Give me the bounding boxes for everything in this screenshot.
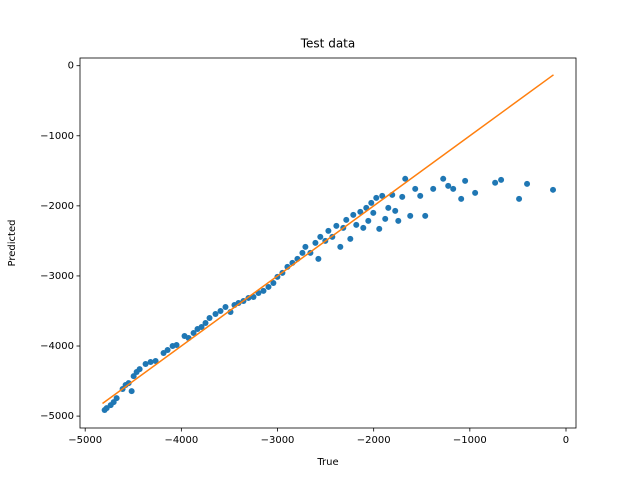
y-tick-label: −4000 — [40, 341, 74, 352]
point — [412, 185, 419, 192]
point — [422, 212, 429, 219]
point — [317, 233, 324, 240]
y-tick-label: −5000 — [40, 411, 74, 422]
x-tick-label: −5000 — [68, 435, 102, 446]
point — [392, 207, 399, 214]
point — [550, 186, 557, 193]
x-axis-label: True — [316, 457, 338, 468]
point — [368, 199, 375, 206]
point — [260, 287, 267, 294]
point — [399, 193, 406, 200]
x-tick-label: −3000 — [261, 435, 295, 446]
point — [445, 182, 452, 189]
point — [385, 204, 392, 211]
point — [270, 279, 277, 286]
point — [152, 358, 159, 365]
x-tick-label: −2000 — [357, 435, 391, 446]
chart-title: Test data — [300, 37, 355, 51]
x-tick-label: −4000 — [164, 435, 198, 446]
y-tick-label: −2000 — [40, 201, 74, 212]
point — [299, 249, 306, 256]
point — [516, 195, 523, 202]
point — [379, 192, 386, 199]
point — [147, 359, 154, 366]
point — [198, 324, 205, 331]
point — [347, 235, 354, 242]
point — [325, 227, 332, 234]
point — [370, 209, 377, 216]
point — [450, 185, 457, 192]
x-tick-label: 0 — [563, 435, 569, 446]
point — [417, 192, 424, 199]
point — [343, 216, 350, 223]
point — [492, 179, 499, 186]
point — [136, 366, 143, 373]
point — [402, 175, 409, 182]
point — [217, 307, 224, 314]
point — [360, 224, 367, 231]
point — [462, 177, 469, 184]
point — [113, 395, 120, 402]
point — [440, 175, 447, 182]
y-axis-label: Predicted — [7, 220, 18, 267]
point — [190, 329, 197, 336]
point — [430, 185, 437, 192]
point — [164, 347, 171, 354]
fit-line — [102, 74, 554, 405]
point — [382, 215, 389, 222]
point — [498, 176, 505, 183]
point — [142, 361, 149, 368]
point — [472, 189, 479, 196]
point — [373, 194, 380, 201]
point — [302, 243, 309, 250]
point — [357, 208, 364, 215]
y-tick-label: 0 — [68, 61, 74, 72]
point — [407, 212, 414, 219]
point — [395, 217, 402, 224]
point — [222, 303, 229, 310]
point — [524, 180, 531, 187]
plot-frame — [79, 57, 577, 429]
point — [312, 239, 319, 246]
point — [350, 211, 357, 218]
point — [376, 225, 383, 232]
point — [202, 319, 209, 326]
point — [235, 299, 242, 306]
point — [365, 217, 372, 224]
point — [333, 222, 340, 229]
point — [458, 195, 465, 202]
point — [173, 342, 180, 349]
y-tick-label: −1000 — [40, 131, 74, 142]
point — [128, 388, 135, 395]
y-tick-label: −3000 — [40, 271, 74, 282]
point — [353, 221, 360, 228]
point — [212, 310, 219, 317]
point — [337, 243, 344, 250]
point — [206, 314, 213, 321]
point — [265, 283, 272, 290]
x-tick-label: −1000 — [453, 435, 487, 446]
point — [315, 255, 322, 262]
